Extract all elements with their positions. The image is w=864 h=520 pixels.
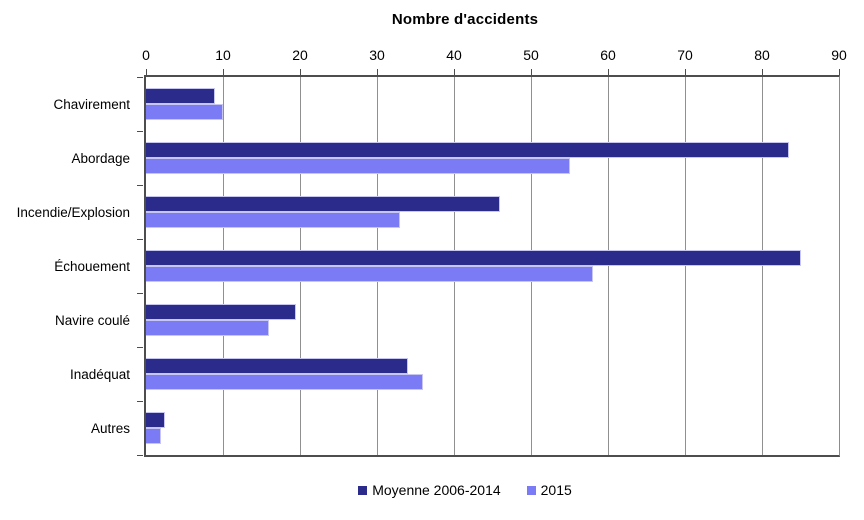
x-axis-tick-label: 20	[292, 47, 308, 63]
category-label: Échouement	[54, 258, 130, 274]
bar-moyenne-2006-2014	[146, 142, 789, 158]
x-axis-tick-mark	[377, 69, 378, 75]
category-label: Autres	[90, 420, 130, 436]
x-axis-tick-mark	[531, 69, 532, 75]
x-axis-tick-mark	[608, 69, 609, 75]
category-label: Chavirement	[53, 96, 130, 112]
category-label: Abordage	[71, 150, 130, 166]
bar-moyenne-2006-2014	[146, 304, 297, 320]
x-axis-tick-mark	[454, 69, 455, 75]
bar-2015	[146, 266, 593, 282]
legend-item: Moyenne 2006-2014	[358, 482, 501, 498]
y-axis-tick-mark	[137, 455, 143, 456]
x-axis-tick-label: 0	[142, 47, 150, 63]
x-axis-tick-mark	[685, 69, 686, 75]
legend-swatch	[526, 485, 536, 495]
bar-moyenne-2006-2014	[146, 358, 408, 374]
plot-area	[144, 75, 840, 457]
y-axis-tick-mark	[137, 401, 143, 402]
x-axis-tick-mark	[223, 69, 224, 75]
legend: Moyenne 2006-2014 2015	[90, 479, 840, 501]
bar-2015	[146, 428, 162, 444]
bar-2015	[146, 158, 570, 174]
bar-2015	[146, 212, 401, 228]
y-axis-tick-mark	[137, 293, 143, 294]
y-axis-tick-mark	[137, 77, 143, 78]
chart-title: Nombre d'accidents	[391, 11, 539, 28]
y-axis-tick-mark	[137, 239, 143, 240]
category-label: Incendie/Explosion	[16, 204, 130, 220]
bar-2015	[146, 374, 424, 390]
x-axis-tick-label: 90	[831, 47, 847, 63]
x-axis-tick-label: 30	[369, 47, 385, 63]
bar-moyenne-2006-2014	[146, 250, 801, 266]
bar-2015	[146, 320, 270, 336]
legend-swatch	[358, 485, 368, 495]
x-axis-tick-label: 60	[600, 47, 616, 63]
x-axis-tick-mark	[839, 69, 840, 75]
bar-moyenne-2006-2014	[146, 196, 501, 212]
category-label: Navire coulé	[54, 312, 130, 328]
legend-label: Moyenne 2006-2014	[372, 482, 501, 498]
legend-item: 2015	[526, 482, 572, 498]
y-axis-tick-mark	[137, 347, 143, 348]
bar-moyenne-2006-2014	[146, 88, 216, 104]
x-axis-tick-mark	[146, 69, 147, 75]
legend-label: 2015	[540, 482, 572, 498]
x-axis-tick-mark	[762, 69, 763, 75]
gridline	[762, 77, 763, 455]
x-axis-tick-label: 50	[523, 47, 539, 63]
x-axis-tick-label: 70	[677, 47, 693, 63]
x-axis-tick-label: 80	[754, 47, 770, 63]
bar-2015	[146, 104, 223, 120]
gridline	[608, 77, 609, 455]
x-axis-tick-label: 40	[446, 47, 462, 63]
gridline	[685, 77, 686, 455]
x-axis-tick-label: 10	[215, 47, 231, 63]
y-axis-tick-mark	[137, 185, 143, 186]
bar-moyenne-2006-2014	[146, 412, 166, 428]
x-axis-tick-mark	[300, 69, 301, 75]
y-axis-tick-mark	[137, 131, 143, 132]
category-label: Inadéquat	[69, 366, 130, 382]
